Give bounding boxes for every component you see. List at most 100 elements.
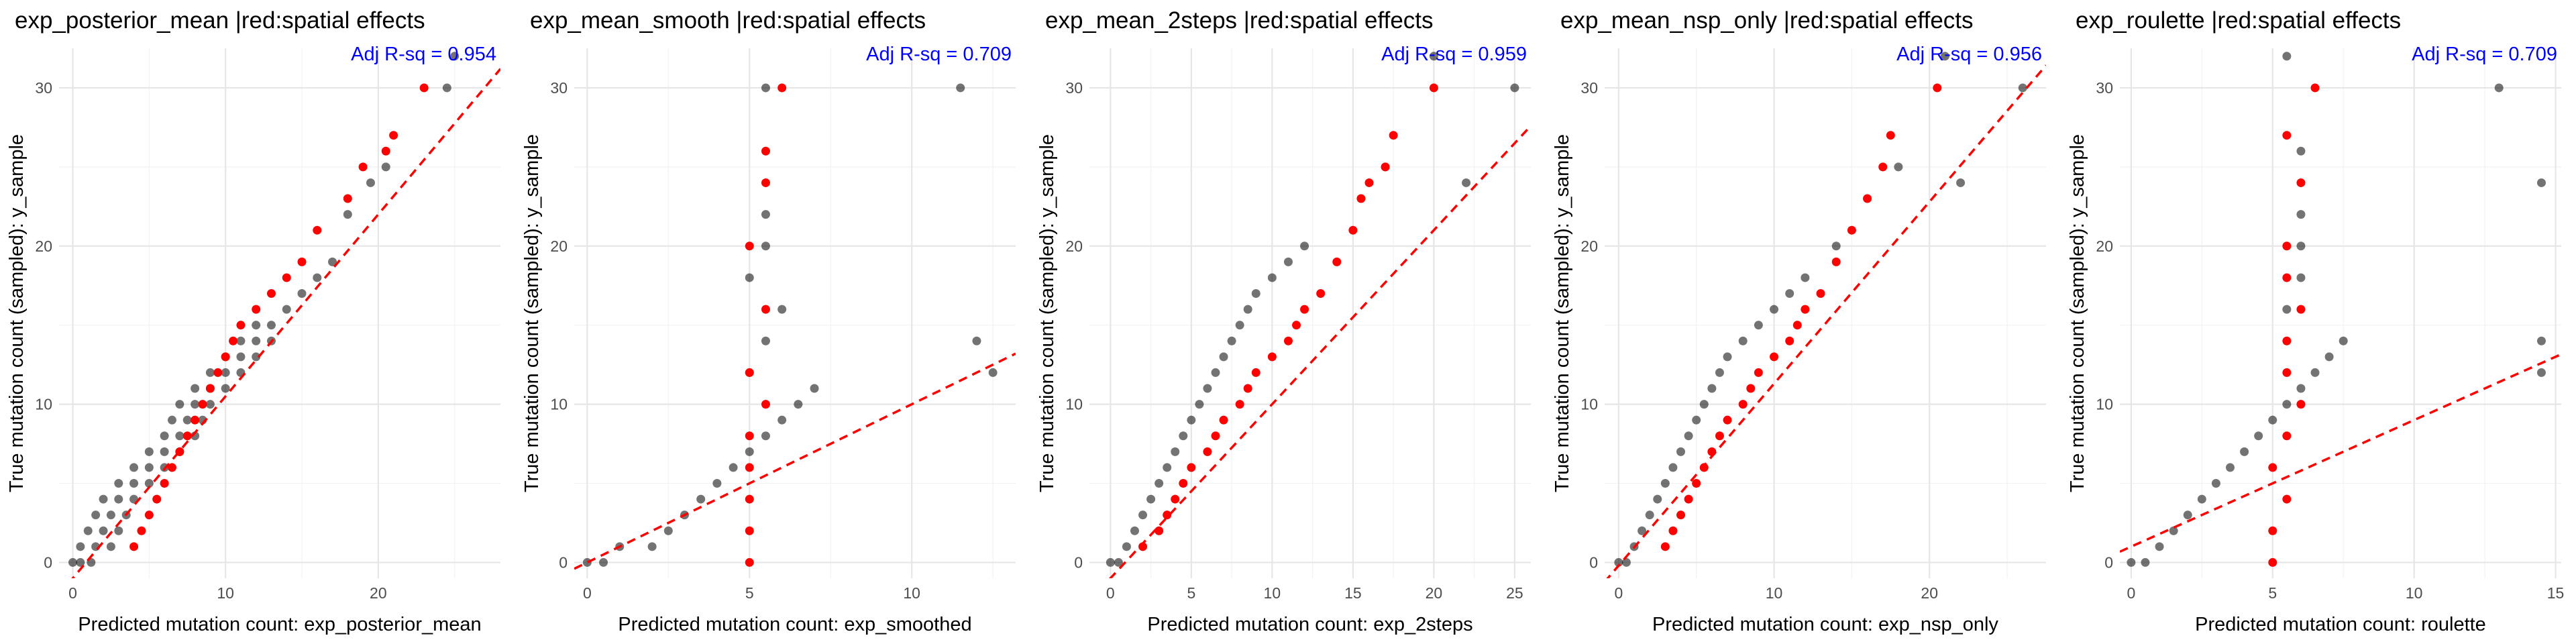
spatial-effect-point <box>266 289 276 299</box>
spatial-effect-point <box>1933 83 1942 93</box>
spatial-effect-point <box>343 194 352 203</box>
adj-r-squared-label: Adj R-sq = 0.956 <box>1896 44 2042 65</box>
plot-area <box>1106 52 1531 578</box>
chart-panel-2: 0 5 10 0 10 20 30 exp_mean_smooth |red:spatial … <box>521 7 1016 635</box>
data-point <box>1715 368 1724 377</box>
plot-area <box>2120 52 2561 567</box>
spatial-effect-point <box>2282 241 2292 251</box>
data-point <box>191 400 200 409</box>
x-tick-label: 25 <box>1506 584 1523 602</box>
data-point <box>144 447 154 456</box>
data-point <box>2310 368 2320 377</box>
data-point <box>114 526 123 535</box>
spatial-effect-point <box>2282 431 2292 441</box>
data-point <box>1510 83 1519 93</box>
y-tick-label: 10 <box>1065 396 1083 413</box>
data-point <box>114 479 123 488</box>
data-point <box>1267 273 1277 282</box>
spatial-effect-point <box>1878 162 1888 172</box>
chart-title: exp_mean_smooth |red:spatial effects <box>530 7 926 34</box>
data-point <box>2254 431 2263 441</box>
data-point <box>663 526 673 535</box>
spatial-effect-point <box>2282 131 2292 140</box>
spatial-effect-point <box>1251 368 1260 377</box>
data-point <box>1956 178 1966 187</box>
data-point <box>144 463 154 472</box>
data-point <box>68 557 77 567</box>
data-point <box>1163 463 1172 472</box>
spatial-effect-point <box>1816 289 1825 299</box>
spatial-effect-point <box>1381 162 1390 172</box>
x-tick-label: 10 <box>1264 584 1281 602</box>
y-tick-label: 10 <box>2096 396 2113 413</box>
data-point <box>252 352 261 362</box>
data-point <box>761 241 770 251</box>
chart-title: exp_mean_2steps |red:spatial effects <box>1045 7 1434 34</box>
data-point <box>761 210 770 219</box>
spatial-effect-point <box>191 415 200 425</box>
data-point <box>2240 447 2249 456</box>
x-tick-label: 15 <box>2547 584 2565 602</box>
data-point <box>1668 463 1678 472</box>
adj-r-squared-label: Adj R-sq = 0.954 <box>351 44 496 65</box>
x-axis-title: Predicted mutation count: exp_2steps <box>1147 614 1472 635</box>
data-point <box>761 336 770 345</box>
y-axis-title: True mutation count (sampled): y_sample <box>521 134 543 492</box>
chart-panel-3: 0 5 10 15 20 25 0 10 20 30 exp_mean_2steps |red:sp… <box>1036 7 1531 635</box>
spatial-effect-point <box>167 463 176 472</box>
x-tick-label: 5 <box>2268 584 2277 602</box>
fit-line <box>2120 353 2561 553</box>
data-point <box>794 400 803 409</box>
y-tick-label: 10 <box>35 396 52 413</box>
data-point <box>99 526 108 535</box>
spatial-effect-point <box>1429 83 1438 93</box>
spatial-effect-point <box>1746 384 1756 393</box>
spatial-effect-point <box>198 400 207 409</box>
data-point <box>1195 400 1204 409</box>
x-axis-title: Predicted mutation count: exp_posterior_… <box>78 614 481 635</box>
y-axis-title: True mutation count (sampled): y_sample <box>2067 134 2088 492</box>
spatial-effect-point <box>2296 400 2306 409</box>
spatial-effect-point <box>2268 557 2277 567</box>
spatial-effect-point <box>745 431 754 441</box>
spatial-effect-point <box>1219 415 1228 425</box>
data-point <box>366 178 375 187</box>
x-tick-label: 0 <box>68 584 77 602</box>
data-point <box>175 431 184 441</box>
data-point <box>1699 400 1709 409</box>
spatial-effect-point <box>229 336 238 345</box>
spatial-effect-point <box>152 494 162 504</box>
x-tick-label: 5 <box>745 584 754 602</box>
spatial-effect-point <box>221 352 230 362</box>
data-point <box>144 479 154 488</box>
data-point <box>160 431 169 441</box>
data-point <box>313 273 322 282</box>
data-point <box>1462 178 1471 187</box>
data-point <box>761 431 770 441</box>
data-point <box>252 321 261 330</box>
spatial-effect-point <box>1243 384 1252 393</box>
spatial-effect-point <box>2282 273 2292 282</box>
data-point <box>2282 305 2292 314</box>
data-point <box>343 210 352 219</box>
x-tick-label: 10 <box>217 584 234 602</box>
spatial-effect-point <box>761 400 770 409</box>
data-point <box>1723 352 1732 362</box>
spatial-effect-point <box>761 146 770 156</box>
data-point <box>729 463 738 472</box>
data-point <box>2536 368 2546 377</box>
fit-line <box>1108 125 1531 578</box>
spatial-effect-point <box>313 225 322 235</box>
data-point <box>1130 526 1139 535</box>
data-point <box>282 305 291 314</box>
x-axis-title: Predicted mutation count: exp_smoothed <box>618 614 971 635</box>
adj-r-squared-label: Adj R-sq = 0.709 <box>866 44 1012 65</box>
data-point <box>1660 479 1670 488</box>
data-point <box>2296 146 2306 156</box>
data-point <box>1211 368 1220 377</box>
data-point <box>91 511 101 520</box>
data-point <box>599 557 608 567</box>
data-point <box>205 368 215 377</box>
data-point <box>1235 321 1244 330</box>
y-tick-label: 20 <box>550 237 568 255</box>
